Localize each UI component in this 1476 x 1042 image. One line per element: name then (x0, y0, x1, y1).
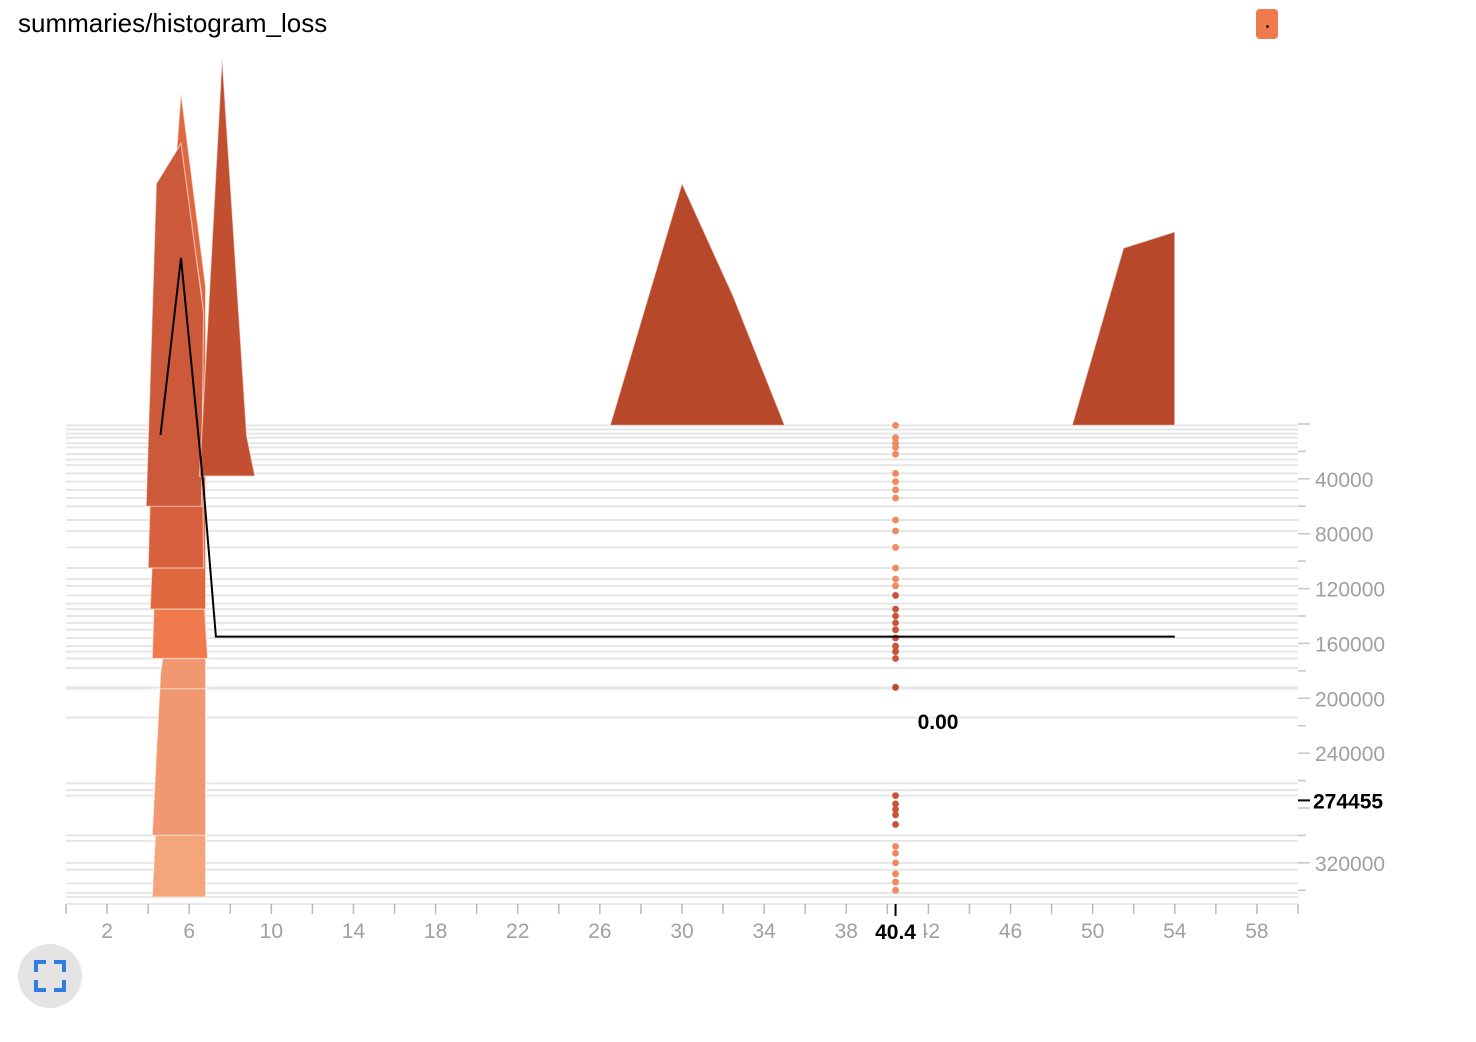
hover-layer: 0.00 (159, 257, 1175, 894)
hover-marker (892, 870, 899, 878)
x-tick-label: 22 (506, 920, 529, 943)
color-chip-dot (1265, 24, 1269, 28)
x-tick-label: 58 (1245, 920, 1268, 943)
hover-marker (892, 655, 899, 662)
hover-marker (892, 619, 899, 627)
x-tick-label: 2 (101, 920, 113, 943)
hovered-bin-line (159, 257, 1175, 638)
x-tick-label: 54 (1163, 920, 1187, 943)
expand-button[interactable] (18, 944, 82, 1008)
y-tick-label: 240000 (1315, 743, 1385, 766)
hover-marker (892, 648, 899, 656)
hover-marker (892, 469, 899, 477)
hover-marker (892, 450, 899, 458)
hover-marker (892, 821, 899, 828)
card-title: summaries/histogram_loss (18, 8, 328, 38)
x-tick-label: 38 (835, 920, 858, 943)
histogram-area (198, 56, 256, 477)
hover-value-label: 0.00 (918, 711, 959, 734)
hover-marker (892, 792, 899, 800)
y-tick-label: 120000 (1315, 579, 1385, 602)
x-tick-label: 30 (670, 920, 693, 943)
histogram-area (609, 181, 786, 426)
hover-marker (892, 605, 899, 613)
x-tick-label: 34 (752, 920, 776, 943)
hover-marker (892, 642, 899, 650)
hover-marker (892, 544, 899, 551)
x-tick-label: 10 (260, 920, 283, 943)
hover-marker (892, 800, 899, 808)
x-tick-label: 14 (342, 920, 366, 943)
hover-marker (892, 443, 899, 451)
y-tick-label: 80000 (1315, 524, 1373, 547)
x-tick-label: 18 (424, 920, 447, 943)
y-tick-label: 40000 (1315, 469, 1373, 492)
hover-marker (892, 811, 899, 819)
hover-marker (892, 886, 899, 894)
hover-marker (892, 859, 899, 867)
fullscreen-icon (34, 960, 66, 992)
hover-marker (892, 843, 899, 850)
x-tick-label: 50 (1081, 920, 1104, 943)
hover-marker (892, 486, 899, 494)
hover-marker (892, 434, 899, 442)
y-tick-label: 160000 (1315, 633, 1385, 656)
hover-marker (892, 612, 899, 620)
x-tick-label: 6 (183, 920, 195, 943)
hover-marker (892, 516, 899, 524)
y-tick-label: 200000 (1315, 688, 1385, 711)
y-axis: 40000 80000 120000 160000 200000 240000 320000… (1298, 423, 1385, 892)
hover-marker (892, 564, 899, 572)
hover-marker (892, 527, 899, 535)
hover-marker (892, 878, 899, 886)
hover-x-label: 40.4 (875, 921, 916, 944)
series-color-chip[interactable] (1256, 9, 1278, 39)
hover-marker (892, 575, 899, 583)
y-tick-label: 320000 (1315, 853, 1385, 876)
hover-marker (892, 805, 899, 813)
hover-step-label: 274455 (1313, 790, 1383, 813)
x-tick-label: 46 (999, 920, 1022, 943)
hover-marker (892, 849, 899, 857)
histogram-area (1071, 230, 1176, 426)
hover-marker (892, 592, 899, 599)
step-baselines (66, 424, 1298, 899)
hover-marker (892, 478, 899, 485)
x-tick-label: 26 (588, 920, 611, 943)
histogram-layers (145, 56, 1176, 898)
hover-marker (892, 421, 899, 429)
histogram-area (145, 141, 205, 507)
hover-marker (892, 634, 899, 642)
hover-marker (892, 582, 899, 590)
hover-marker (892, 683, 899, 691)
hover-marker (892, 626, 899, 634)
hover-marker (892, 494, 899, 502)
hover-x-box (867, 914, 924, 944)
